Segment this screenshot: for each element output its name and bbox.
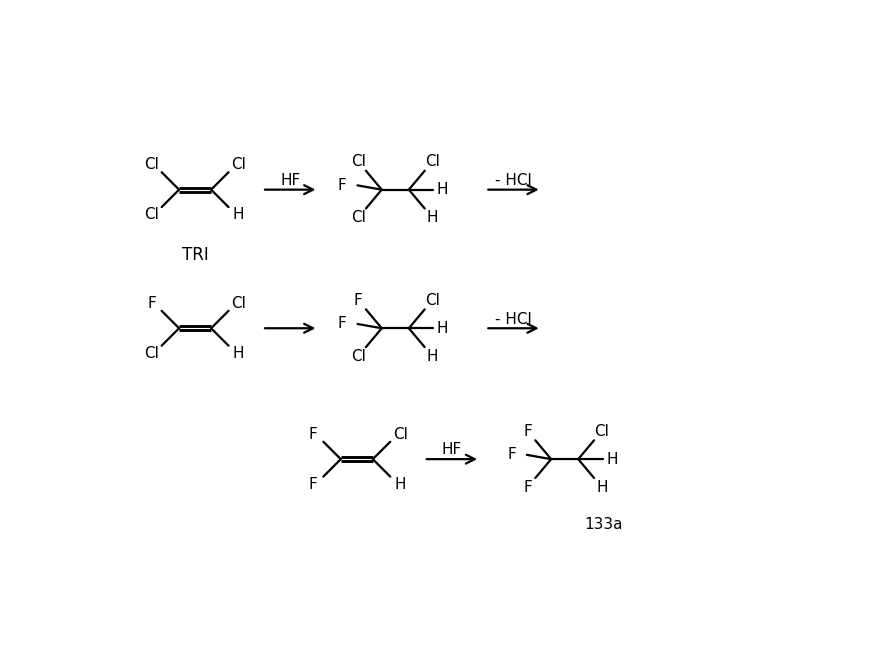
Text: H: H <box>426 210 438 226</box>
Text: H: H <box>607 452 618 467</box>
Text: Cl: Cl <box>231 157 246 172</box>
Text: Cl: Cl <box>144 157 159 172</box>
Text: F: F <box>523 424 532 439</box>
Text: Cl: Cl <box>425 292 440 307</box>
Text: H: H <box>233 346 245 361</box>
Text: Cl: Cl <box>425 154 440 169</box>
Text: F: F <box>147 296 156 311</box>
Text: Cl: Cl <box>350 210 366 226</box>
Text: Cl: Cl <box>594 424 609 439</box>
Text: Cl: Cl <box>350 154 366 169</box>
Text: Cl: Cl <box>144 207 159 222</box>
Text: Cl: Cl <box>392 426 408 441</box>
Text: 133a: 133a <box>584 517 623 532</box>
Text: Cl: Cl <box>231 296 246 311</box>
Text: HF: HF <box>442 443 462 458</box>
Text: H: H <box>426 349 438 364</box>
Text: - HCl: - HCl <box>495 311 532 326</box>
Text: F: F <box>507 447 516 462</box>
Text: Cl: Cl <box>144 346 159 361</box>
Text: TRI: TRI <box>182 246 209 264</box>
Text: F: F <box>309 476 318 492</box>
Text: H: H <box>233 207 245 222</box>
Text: F: F <box>523 480 532 495</box>
Text: - HCl: - HCl <box>495 173 532 188</box>
Text: Cl: Cl <box>350 349 366 364</box>
Text: H: H <box>596 480 607 495</box>
Text: HF: HF <box>280 173 300 188</box>
Text: F: F <box>338 178 347 193</box>
Text: H: H <box>437 320 449 336</box>
Text: F: F <box>354 292 363 307</box>
Text: H: H <box>394 476 406 492</box>
Text: H: H <box>437 182 449 197</box>
Text: F: F <box>309 426 318 441</box>
Text: F: F <box>338 317 347 332</box>
